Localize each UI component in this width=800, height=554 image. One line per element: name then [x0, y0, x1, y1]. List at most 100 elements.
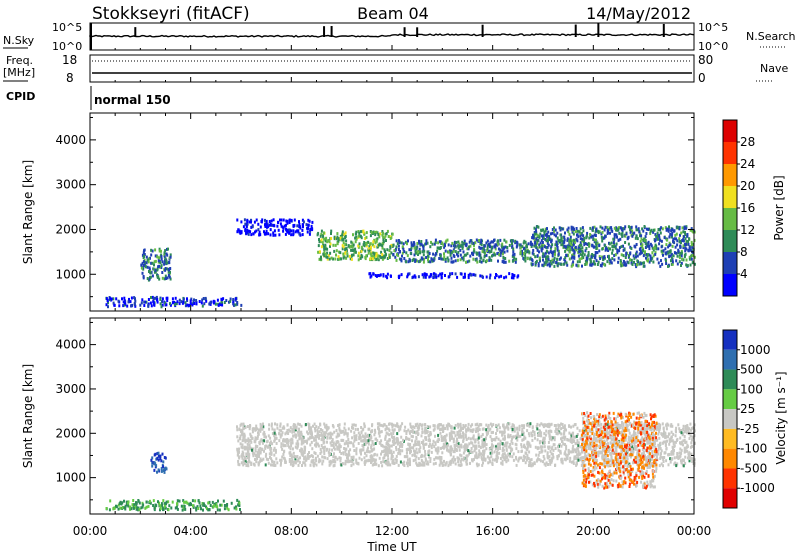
echo-cell: [235, 507, 238, 511]
echo-cell: [522, 256, 525, 260]
echo-cell: [486, 239, 489, 243]
echo-cell: [681, 226, 684, 230]
echo-cell: [507, 435, 510, 439]
echo-cell: [419, 462, 421, 466]
echo-cell: [475, 430, 477, 433]
echo-cell: [424, 436, 427, 440]
echo-cell: [577, 444, 580, 447]
echo-cell: [668, 225, 670, 229]
echo-cell: [549, 460, 552, 464]
echo-cell: [585, 262, 588, 266]
echo-cell: [167, 270, 170, 274]
echo-cell: [659, 423, 662, 427]
echo-cell: [252, 452, 255, 456]
echo-cell: [624, 256, 627, 259]
echo-cell: [267, 232, 270, 236]
echo-cell: [184, 301, 187, 305]
echo-cell: [323, 452, 326, 455]
echo-cell: [578, 257, 581, 261]
echo-cell: [649, 231, 652, 235]
echo-cell: [372, 251, 375, 255]
echo-cell: [502, 247, 505, 251]
echo-cell: [387, 442, 389, 446]
echo-cell: [473, 247, 476, 251]
echo-cell: [343, 422, 346, 426]
echo-cell: [670, 430, 673, 434]
echo-cell: [381, 450, 383, 454]
echo-cell: [595, 229, 598, 233]
echo-cell: [279, 424, 282, 428]
echo-cell: [553, 250, 556, 253]
echo-cell: [688, 427, 690, 431]
echo-cell: [573, 455, 576, 459]
echo-cell: [384, 232, 387, 236]
echo-cell: [325, 255, 328, 259]
echo-cell: [649, 254, 652, 258]
echo-cell: [282, 226, 285, 230]
echo-cell: [563, 240, 566, 244]
echo-cell: [506, 423, 509, 427]
echo-cell: [338, 238, 341, 242]
echo-cell: [474, 423, 477, 427]
echo-cell: [563, 424, 566, 428]
echo-cell: [558, 257, 561, 261]
echo-cell: [462, 456, 465, 460]
echo-cell: [492, 444, 495, 448]
echo-cell: [635, 255, 637, 259]
echo-cell: [304, 463, 307, 467]
echo-cell: [556, 428, 559, 432]
echo-cell: [319, 452, 322, 455]
echo-cell: [419, 251, 422, 255]
echo-cell: [595, 458, 598, 462]
echo-cell: [345, 249, 348, 253]
echo-cell: [248, 459, 250, 463]
echo-cell: [673, 229, 676, 233]
echo-cell: [399, 452, 402, 456]
echo-cell: [119, 506, 122, 510]
echo-cell: [683, 438, 686, 442]
echo-cell: [671, 231, 674, 235]
echo-cell: [663, 434, 666, 438]
echo-cell: [598, 244, 601, 248]
echo-cell: [344, 248, 347, 252]
echo-cell: [422, 275, 425, 279]
echo-cell: [657, 228, 660, 231]
echo-cell: [642, 249, 644, 253]
echo-cell: [539, 241, 542, 245]
echo-cell: [543, 432, 546, 436]
echo-cell: [417, 253, 419, 256]
echo-cell: [530, 245, 533, 248]
echo-cell: [640, 234, 643, 238]
echo-cell: [441, 463, 444, 467]
echo-cell: [606, 228, 609, 232]
echo-cell: [336, 235, 339, 239]
echo-cell: [146, 277, 149, 280]
echo-cell: [657, 261, 660, 265]
echo-cell: [499, 439, 502, 443]
echo-cell: [643, 239, 646, 243]
echo-cell: [685, 225, 688, 229]
echo-cell: [252, 454, 255, 458]
echo-cell: [431, 242, 434, 246]
echo-cell: [324, 239, 327, 243]
echo-cell: [572, 243, 575, 247]
echo-cell: [434, 253, 437, 257]
echo-cell: [246, 222, 249, 226]
echo-cell: [601, 255, 604, 259]
echo-cell: [553, 229, 556, 233]
echo-cell: [301, 233, 304, 237]
echo-cell: [448, 422, 450, 426]
echo-cell: [496, 451, 499, 454]
echo-cell: [168, 504, 171, 508]
echo-cell: [379, 232, 382, 236]
echo-cell: [692, 230, 695, 234]
echo-cell: [513, 429, 516, 433]
echo-cell: [323, 433, 326, 437]
echo-cell: [619, 262, 622, 266]
echo-cell: [338, 426, 341, 430]
echo-cell: [158, 256, 161, 260]
echo-cell: [254, 444, 257, 448]
echo-cell: [265, 452, 268, 456]
echo-cell: [498, 253, 501, 257]
